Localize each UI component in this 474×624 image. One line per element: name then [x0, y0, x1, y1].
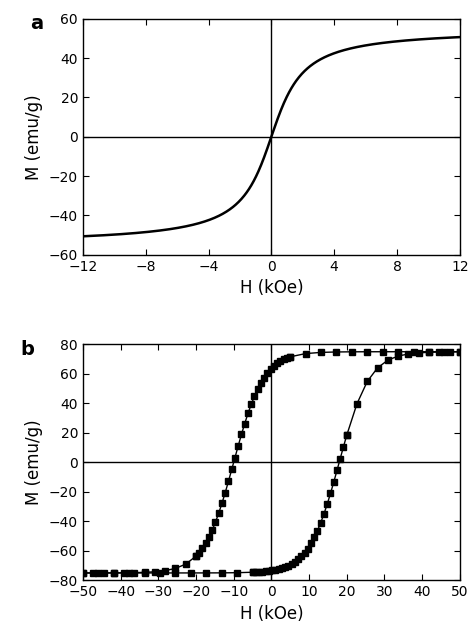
X-axis label: H (kOe): H (kOe) [239, 605, 303, 623]
X-axis label: H (kOe): H (kOe) [239, 279, 303, 297]
Text: b: b [21, 339, 35, 359]
Y-axis label: M (emu/g): M (emu/g) [25, 419, 43, 505]
Y-axis label: M (emu/g): M (emu/g) [25, 94, 43, 180]
Text: a: a [30, 14, 43, 33]
